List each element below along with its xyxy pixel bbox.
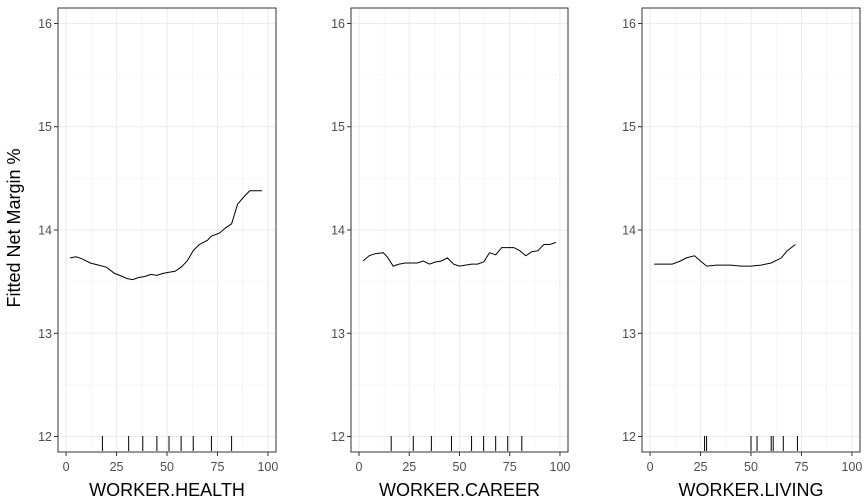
x-tick-label: 75 — [503, 460, 517, 474]
x-axis-title: WORKER.CAREER — [379, 480, 540, 500]
x-tick-label: 25 — [402, 460, 416, 474]
y-tick-label: 15 — [622, 120, 636, 134]
y-tick-label: 14 — [622, 224, 636, 238]
series-line — [654, 244, 796, 267]
y-tick-label: 15 — [331, 120, 345, 134]
x-tick-label: 50 — [453, 460, 467, 474]
x-tick-label: 25 — [110, 460, 124, 474]
y-tick-label: 14 — [331, 224, 345, 238]
x-tick-label: 100 — [257, 460, 278, 474]
y-axis-title: Fitted Net Margin % — [4, 148, 24, 307]
x-tick-label: 0 — [356, 460, 363, 474]
x-axis-title: WORKER.HEALTH — [89, 480, 245, 500]
x-tick-label: 100 — [841, 460, 862, 474]
x-tick-label: 50 — [744, 460, 758, 474]
x-tick-label: 75 — [795, 460, 809, 474]
x-tick-label: 75 — [211, 460, 225, 474]
x-tick-label: 50 — [160, 460, 174, 474]
y-tick-label: 16 — [38, 17, 52, 31]
x-axis-title: WORKER.LIVING — [678, 480, 823, 500]
y-tick-label: 15 — [38, 120, 52, 134]
y-tick-label: 13 — [622, 327, 636, 341]
y-tick-label: 12 — [38, 430, 52, 444]
y-tick-label: 14 — [38, 224, 52, 238]
y-tick-label: 12 — [331, 430, 345, 444]
y-tick-label: 13 — [38, 327, 52, 341]
series-line — [70, 190, 262, 281]
series-line — [362, 241, 557, 267]
y-tick-label: 13 — [331, 327, 345, 341]
y-tick-label: 16 — [622, 17, 636, 31]
x-tick-label: 0 — [63, 460, 70, 474]
x-tick-label: 100 — [550, 460, 571, 474]
y-tick-label: 12 — [622, 430, 636, 444]
x-tick-label: 0 — [647, 460, 654, 474]
y-tick-label: 16 — [331, 17, 345, 31]
x-tick-label: 25 — [694, 460, 708, 474]
